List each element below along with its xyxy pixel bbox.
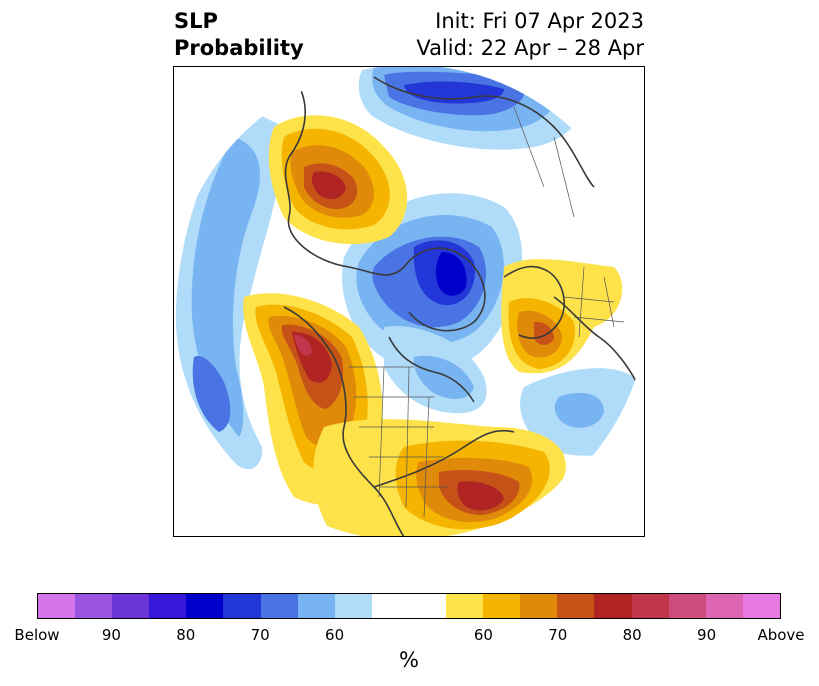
title-variable: SLP bbox=[174, 9, 218, 33]
colorbar-cell bbox=[668, 594, 706, 618]
colorbar-tick-label: Above bbox=[757, 626, 805, 644]
colorbar bbox=[37, 593, 781, 619]
colorbar-tick-label: 90 bbox=[101, 626, 121, 644]
colorbar-cell bbox=[742, 594, 780, 618]
map-title: SLP Probability bbox=[174, 8, 304, 62]
valid-range-label: Valid: 22 Apr – 28 Apr bbox=[416, 36, 644, 60]
colorbar-cell bbox=[408, 594, 447, 618]
colorbar-unit-label: % bbox=[399, 648, 419, 672]
colorbar-tick-label: 60 bbox=[325, 626, 345, 644]
colorbar-tick-label: 60 bbox=[473, 626, 493, 644]
map-dates: Init: Fri 07 Apr 2023 Valid: 22 Apr – 28… bbox=[416, 8, 644, 62]
colorbar-cell bbox=[112, 594, 150, 618]
colorbar-tick-label: 70 bbox=[250, 626, 270, 644]
colorbar-tick-label: 70 bbox=[548, 626, 568, 644]
colorbar-tick-label: 80 bbox=[622, 626, 642, 644]
title-product: Probability bbox=[174, 36, 304, 60]
probability-fill-layer bbox=[175, 67, 644, 536]
colorbar-cell bbox=[38, 594, 76, 618]
colorbar-cell bbox=[260, 594, 298, 618]
colorbar-cell bbox=[483, 594, 521, 618]
probability-map-graphic bbox=[175, 67, 644, 536]
colorbar-cell bbox=[557, 594, 595, 618]
colorbar-cell bbox=[446, 594, 484, 618]
colorbar-tick-label: 80 bbox=[176, 626, 196, 644]
colorbar-cell bbox=[631, 594, 669, 618]
colorbar-cell bbox=[75, 594, 113, 618]
colorbar-tick-label: Below bbox=[14, 626, 60, 644]
colorbar-cell bbox=[297, 594, 335, 618]
colorbar-cell bbox=[520, 594, 558, 618]
colorbar-cell bbox=[149, 594, 187, 618]
colorbar-cell bbox=[223, 594, 261, 618]
colorbar-cell bbox=[334, 594, 372, 618]
init-date-label: Init: Fri 07 Apr 2023 bbox=[435, 9, 644, 33]
colorbar-cell bbox=[371, 594, 409, 618]
colorbar-tick-label: 90 bbox=[697, 626, 717, 644]
polar-map bbox=[173, 66, 645, 537]
colorbar-cell bbox=[705, 594, 743, 618]
colorbar-tick-labels: Below 90 80 70 60 60 70 80 90 Above bbox=[0, 626, 819, 646]
colorbar-cell bbox=[594, 594, 632, 618]
colorbar-cell bbox=[186, 594, 224, 618]
